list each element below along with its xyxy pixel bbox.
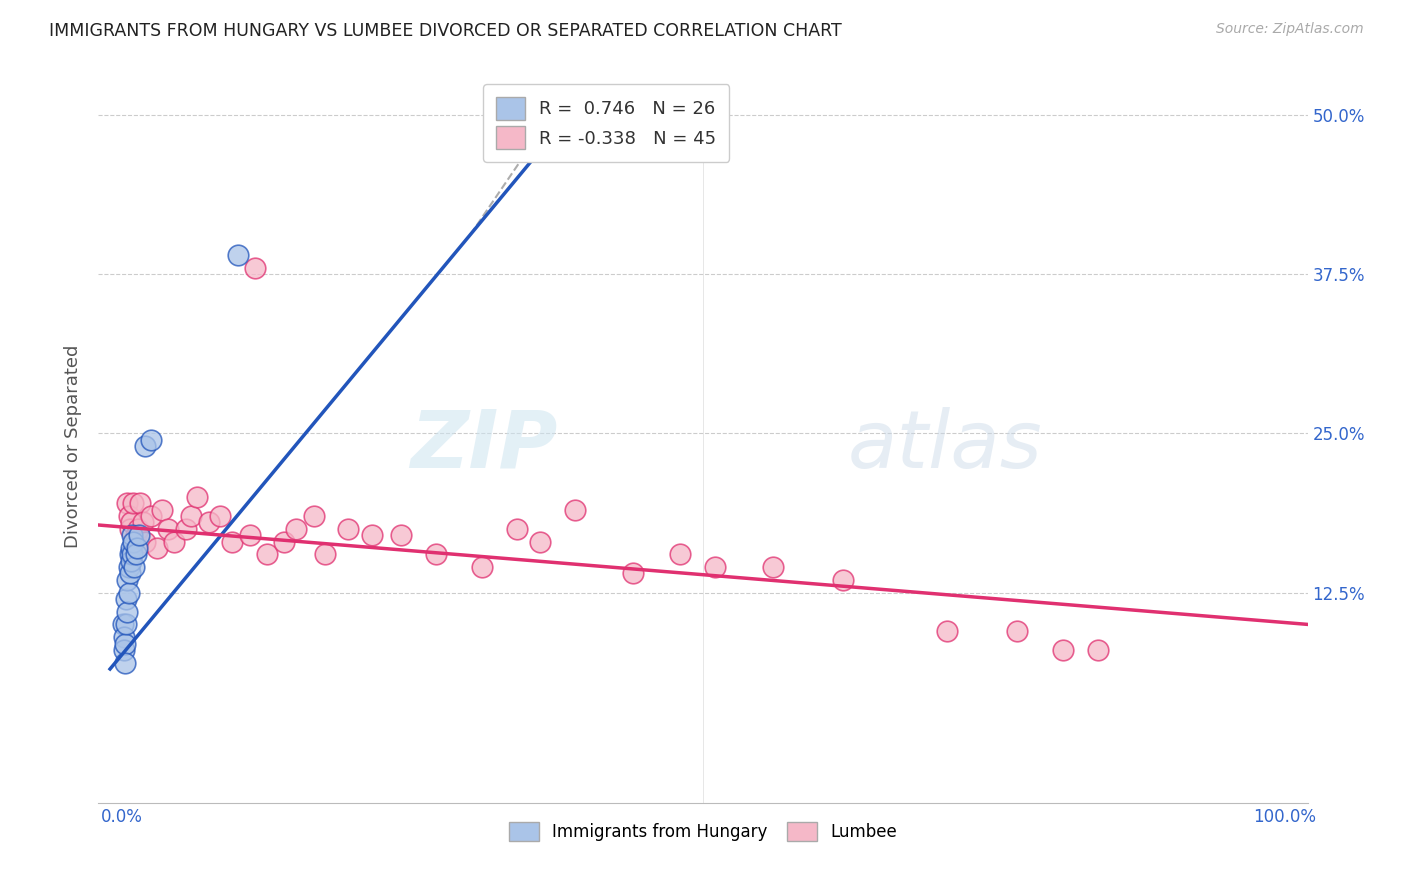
Point bbox=[118, 566, 141, 581]
Point bbox=[128, 528, 150, 542]
Point bbox=[118, 547, 141, 561]
Point bbox=[122, 496, 145, 510]
Point bbox=[129, 496, 152, 510]
Point bbox=[163, 534, 186, 549]
Point bbox=[302, 509, 325, 524]
Point bbox=[239, 528, 262, 542]
Point bbox=[1087, 643, 1109, 657]
Point bbox=[564, 502, 586, 516]
Point bbox=[112, 643, 135, 657]
Point bbox=[112, 630, 135, 644]
Point bbox=[117, 496, 139, 510]
Point bbox=[221, 534, 243, 549]
Point bbox=[125, 541, 148, 555]
Point bbox=[115, 591, 138, 606]
Point bbox=[314, 547, 336, 561]
Point bbox=[120, 554, 142, 568]
Point bbox=[425, 547, 447, 561]
Point bbox=[118, 509, 141, 524]
Point bbox=[111, 617, 134, 632]
Point bbox=[121, 528, 143, 542]
Point bbox=[118, 522, 141, 536]
Point bbox=[124, 547, 146, 561]
Point bbox=[186, 490, 208, 504]
Point bbox=[139, 509, 162, 524]
Point bbox=[118, 585, 141, 599]
Legend: Immigrants from Hungary, Lumbee: Immigrants from Hungary, Lumbee bbox=[502, 815, 904, 848]
Point bbox=[114, 636, 136, 650]
Point bbox=[118, 560, 141, 574]
Point bbox=[668, 547, 690, 561]
Point bbox=[506, 522, 529, 536]
Point bbox=[621, 566, 644, 581]
Y-axis label: Divorced or Separated: Divorced or Separated bbox=[63, 344, 82, 548]
Point bbox=[145, 541, 167, 555]
Point bbox=[471, 560, 494, 574]
Point bbox=[517, 133, 540, 147]
Point bbox=[1005, 624, 1028, 638]
Point bbox=[831, 573, 853, 587]
Point bbox=[936, 624, 959, 638]
Point bbox=[226, 248, 249, 262]
Point bbox=[134, 439, 156, 453]
Point bbox=[157, 522, 180, 536]
Point bbox=[124, 528, 146, 542]
Text: IMMIGRANTS FROM HUNGARY VS LUMBEE DIVORCED OR SEPARATED CORRELATION CHART: IMMIGRANTS FROM HUNGARY VS LUMBEE DIVORC… bbox=[49, 22, 842, 40]
Point bbox=[122, 534, 145, 549]
Point bbox=[150, 502, 173, 516]
Point bbox=[337, 522, 360, 536]
Point bbox=[198, 516, 221, 530]
Text: ZIP: ZIP bbox=[411, 407, 558, 485]
Point bbox=[124, 560, 146, 574]
Point bbox=[285, 522, 308, 536]
Point bbox=[1052, 643, 1074, 657]
Point bbox=[120, 541, 142, 555]
Point bbox=[114, 656, 136, 670]
Point bbox=[360, 528, 382, 542]
Point bbox=[121, 547, 143, 561]
Point bbox=[762, 560, 785, 574]
Point bbox=[120, 516, 142, 530]
Point bbox=[174, 522, 197, 536]
Point bbox=[117, 573, 139, 587]
Point bbox=[134, 534, 156, 549]
Point bbox=[703, 560, 725, 574]
Point bbox=[273, 534, 295, 549]
Text: Source: ZipAtlas.com: Source: ZipAtlas.com bbox=[1216, 22, 1364, 37]
Point bbox=[529, 534, 551, 549]
Point bbox=[245, 260, 267, 275]
Point bbox=[180, 509, 202, 524]
Point bbox=[256, 547, 278, 561]
Point bbox=[139, 433, 162, 447]
Point bbox=[115, 617, 138, 632]
Point bbox=[209, 509, 232, 524]
Point bbox=[131, 516, 153, 530]
Point bbox=[127, 522, 149, 536]
Point bbox=[117, 605, 139, 619]
Point bbox=[389, 528, 412, 542]
Text: atlas: atlas bbox=[848, 407, 1043, 485]
